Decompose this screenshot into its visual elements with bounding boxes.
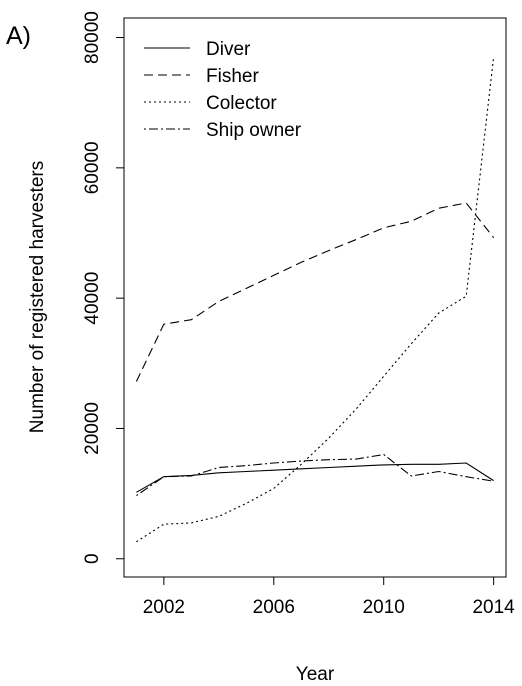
x-tick-label: 2002	[143, 597, 185, 618]
panel-label: A)	[6, 22, 31, 50]
legend-label: Diver	[206, 39, 251, 60]
x-axis: 2002 2006 2010 2014	[143, 577, 515, 618]
legend-label: Colector	[206, 93, 277, 114]
legend: Diver Fisher Colector Ship owner	[144, 39, 302, 141]
x-tick-label: 2014	[472, 597, 515, 618]
series-line-diver	[136, 462, 494, 493]
series-line-colector	[136, 57, 495, 543]
x-tick-label: 2010	[363, 597, 405, 618]
legend-label: Fisher	[206, 66, 259, 87]
y-tick-label: 0	[82, 553, 103, 564]
plot-area	[123, 17, 507, 578]
plot-frame	[123, 17, 507, 578]
y-axis-label: Number of registered harvesters	[27, 161, 48, 433]
y-axis: 0 20000 40000 60000 80000	[82, 11, 124, 564]
legend-label: Ship owner	[206, 120, 302, 141]
y-tick-label: 20000	[82, 402, 103, 455]
y-tick-label: 40000	[82, 272, 103, 325]
y-tick-label: 80000	[82, 11, 103, 64]
x-axis-label: Year	[296, 664, 335, 685]
y-tick-label: 60000	[82, 141, 103, 194]
x-tick-label: 2006	[253, 597, 295, 618]
series-layer	[135, 57, 495, 543]
series-line-ship-owner	[136, 453, 494, 497]
series-line-fisher	[135, 202, 495, 382]
